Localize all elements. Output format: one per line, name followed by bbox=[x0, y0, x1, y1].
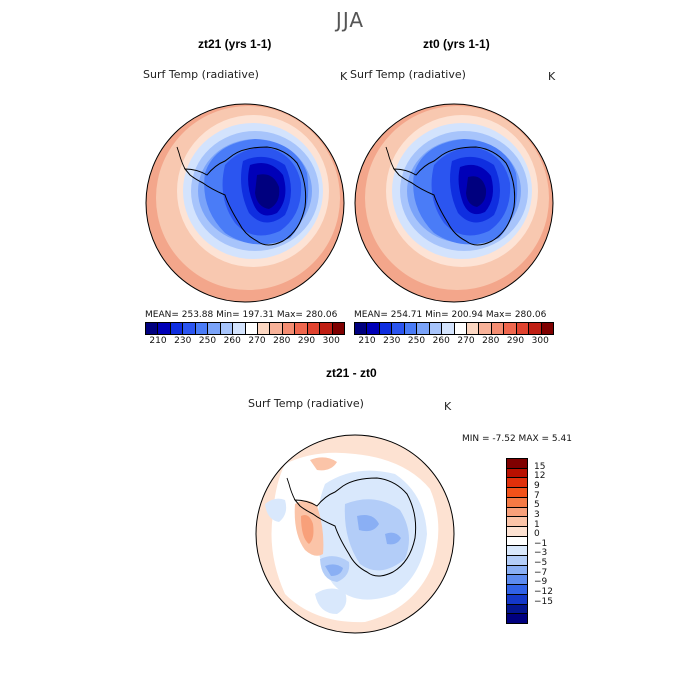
colorbar-swatch bbox=[507, 546, 527, 557]
colorbar-tick-label: −12 bbox=[534, 587, 553, 598]
colorbar-tick-label: −15 bbox=[534, 596, 553, 607]
colorbar-tick-label: 250 bbox=[407, 336, 426, 346]
colorbar-swatch bbox=[507, 517, 527, 527]
colorbar-swatch bbox=[220, 323, 234, 334]
colorbar-swatch bbox=[379, 323, 393, 334]
panel-1-stats: MEAN= 253.88 Min= 197.31 Max= 280.06 bbox=[145, 310, 338, 320]
colorbar-tick-label: 300 bbox=[322, 336, 340, 346]
diff-panel-stats: MIN = -7.52 MAX = 5.41 bbox=[462, 434, 572, 444]
colorbar-swatch bbox=[507, 468, 527, 479]
colorbar-swatch bbox=[282, 323, 296, 334]
colorbar-swatch bbox=[466, 323, 480, 334]
colorbar-swatch bbox=[208, 323, 221, 334]
panel-2-units: K bbox=[548, 70, 556, 83]
colorbar-tick-label: 210 bbox=[149, 336, 167, 346]
colorbar-swatch bbox=[491, 323, 505, 334]
panel-2-title: zt0 (yrs 1-1) bbox=[423, 37, 490, 51]
colorbar-tick-label: 280 bbox=[273, 336, 291, 346]
colorbar-tick-label: −1 bbox=[534, 538, 548, 549]
main-title: JJA bbox=[335, 8, 365, 32]
colorbar-swatch bbox=[257, 323, 271, 334]
colorbar-swatch bbox=[332, 323, 344, 334]
colorbar-swatch bbox=[507, 526, 527, 537]
colorbar-tick-label: −3 bbox=[534, 548, 548, 559]
colorbar-swatch bbox=[507, 507, 527, 518]
colorbar-tick-label: 250 bbox=[198, 336, 217, 346]
colorbar-swatch bbox=[507, 497, 527, 508]
panel-2-polar-map bbox=[354, 103, 554, 303]
panel-2-variable-label: Surf Temp (radiative) bbox=[350, 68, 466, 81]
colorbar-swatch bbox=[367, 323, 380, 334]
colorbar-swatch bbox=[507, 614, 527, 623]
colorbar-swatch bbox=[442, 323, 455, 334]
colorbar-tick-label: 7 bbox=[534, 490, 540, 501]
panel-2-stats: MEAN= 254.71 Min= 200.94 Max= 280.06 bbox=[354, 310, 547, 320]
colorbar-tick-label: 12 bbox=[534, 471, 546, 482]
panel-1-polar-map bbox=[145, 103, 345, 303]
colorbar-swatch bbox=[507, 575, 527, 586]
colorbar-swatch bbox=[507, 488, 527, 498]
colorbar-swatch bbox=[529, 323, 542, 334]
colorbar-swatch bbox=[507, 565, 527, 576]
colorbar-tick-label: 210 bbox=[358, 336, 376, 346]
colorbar-swatch bbox=[507, 604, 527, 615]
colorbar-swatch bbox=[233, 323, 246, 334]
panel-1-variable-label: Surf Temp (radiative) bbox=[143, 68, 259, 81]
colorbar-tick-label: 270 bbox=[248, 336, 266, 346]
colorbar-swatch bbox=[507, 594, 527, 605]
diff-panel-variable-label: Surf Temp (radiative) bbox=[248, 397, 364, 410]
panel-1-colorbar bbox=[145, 322, 345, 335]
colorbar-swatch bbox=[417, 323, 430, 334]
colorbar-tick-label: −5 bbox=[534, 558, 548, 569]
colorbar-swatch bbox=[504, 323, 517, 334]
colorbar-swatch bbox=[507, 556, 527, 566]
colorbar-swatch bbox=[392, 323, 405, 334]
colorbar-swatch bbox=[245, 323, 258, 334]
colorbar-tick-label: −9 bbox=[534, 577, 548, 588]
colorbar-tick-label: 9 bbox=[534, 480, 540, 491]
colorbar-tick-label: 260 bbox=[432, 336, 450, 346]
colorbar-tick-label: 270 bbox=[457, 336, 475, 346]
colorbar-swatch bbox=[355, 323, 368, 334]
colorbar-swatch bbox=[479, 323, 492, 334]
colorbar-tick-label: −7 bbox=[534, 567, 548, 578]
colorbar-tick-label: 5 bbox=[534, 500, 540, 511]
panel-2-colorbar bbox=[354, 322, 554, 335]
colorbar-swatch bbox=[170, 323, 184, 334]
colorbar-swatch bbox=[507, 585, 527, 595]
diff-panel-title: zt21 - zt0 bbox=[326, 366, 377, 380]
panel-1-units: K bbox=[340, 70, 348, 83]
colorbar-swatch bbox=[307, 323, 321, 334]
panel-1-title: zt21 (yrs 1-1) bbox=[198, 37, 272, 51]
colorbar-swatch bbox=[183, 323, 196, 334]
diff-colorbar bbox=[506, 458, 528, 624]
colorbar-tick-label: 260 bbox=[223, 336, 241, 346]
colorbar-tick-label: 3 bbox=[534, 509, 540, 520]
colorbar-tick-label: 290 bbox=[297, 336, 316, 346]
colorbar-tick-label: 280 bbox=[482, 336, 500, 346]
colorbar-swatch bbox=[295, 323, 308, 334]
colorbar-swatch bbox=[541, 323, 553, 334]
colorbar-tick-label: 290 bbox=[506, 336, 525, 346]
colorbar-swatch bbox=[195, 323, 209, 334]
colorbar-swatch bbox=[507, 459, 527, 469]
colorbar-swatch bbox=[429, 323, 443, 334]
colorbar-tick-label: 15 bbox=[534, 461, 546, 472]
diff-panel-units: K bbox=[444, 400, 452, 413]
colorbar-swatch bbox=[507, 478, 527, 489]
colorbar-swatch bbox=[146, 323, 159, 334]
colorbar-swatch bbox=[516, 323, 530, 334]
colorbar-tick-label: 0 bbox=[534, 529, 540, 540]
colorbar-swatch bbox=[270, 323, 283, 334]
colorbar-tick-label: 230 bbox=[174, 336, 192, 346]
colorbar-swatch bbox=[454, 323, 467, 334]
colorbar-swatch bbox=[158, 323, 171, 334]
diff-panel-polar-map bbox=[255, 434, 455, 634]
colorbar-tick-label: 230 bbox=[383, 336, 401, 346]
colorbar-swatch bbox=[404, 323, 418, 334]
colorbar-tick-label: 1 bbox=[534, 519, 540, 530]
colorbar-tick-label: 300 bbox=[531, 336, 549, 346]
colorbar-swatch bbox=[320, 323, 333, 334]
colorbar-swatch bbox=[507, 536, 527, 547]
